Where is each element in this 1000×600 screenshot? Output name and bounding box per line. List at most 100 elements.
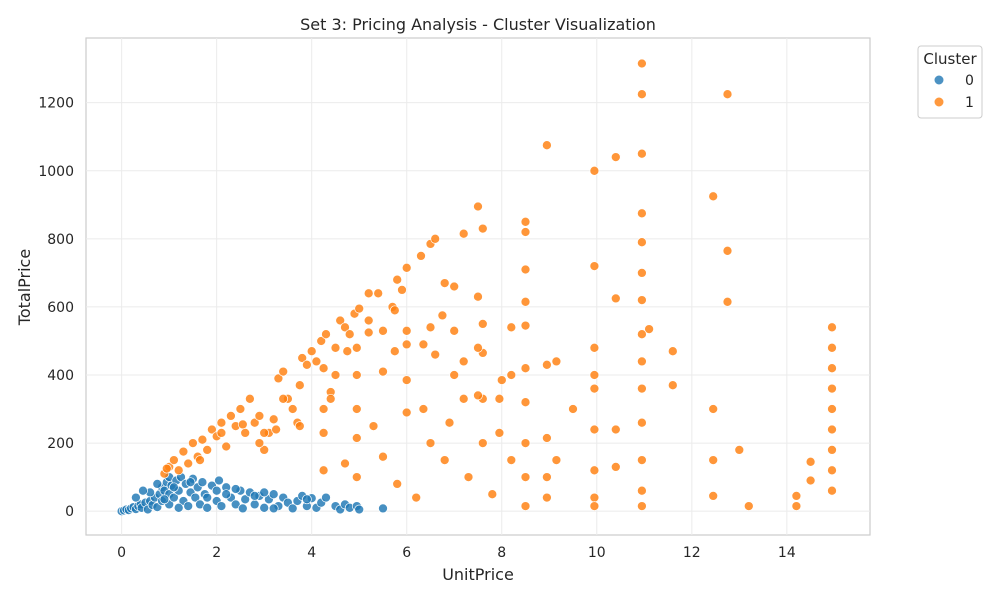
y-axis-ticks: 0 200 400 600 800 1000 1200: [38, 96, 74, 520]
data-point-cluster-0: [240, 494, 251, 505]
data-point-cluster-1: [340, 322, 350, 333]
data-point-cluster-1: [342, 346, 353, 357]
data-point-cluster-1: [667, 380, 678, 391]
data-point-cluster-0: [183, 501, 194, 511]
data-point-cluster-1: [278, 366, 289, 377]
data-point-cluster-0: [354, 504, 365, 515]
data-point-cluster-1: [278, 393, 289, 404]
data-point-cluster-1: [392, 479, 403, 489]
x-tick-label: 4: [307, 545, 316, 561]
data-point-cluster-1: [216, 417, 227, 428]
data-point-cluster-1: [207, 424, 217, 435]
data-point-cluster-1: [520, 216, 531, 227]
data-point-cluster-1: [378, 451, 388, 462]
data-point-cluster-1: [363, 315, 374, 326]
data-point-cluster-0: [159, 494, 170, 505]
data-point-cluster-0: [259, 502, 270, 513]
data-point-cluster-0: [259, 487, 270, 498]
data-point-cluster-1: [254, 411, 265, 421]
legend-marker-1: [933, 96, 945, 108]
y-tick-label: 400: [47, 368, 74, 384]
data-point-cluster-1: [294, 380, 305, 391]
y-axis-label: TotalPrice: [15, 249, 34, 326]
data-point-cluster-1: [805, 456, 816, 467]
data-point-cluster-1: [589, 261, 600, 271]
data-point-cluster-1: [318, 404, 329, 414]
data-point-cluster-1: [791, 501, 802, 511]
data-point-cluster-1: [610, 293, 621, 304]
legend: Cluster 0 1: [917, 45, 983, 119]
legend-marker-0: [933, 74, 945, 86]
data-point-cluster-1: [637, 268, 647, 278]
data-point-cluster-0: [131, 492, 141, 503]
data-point-cluster-1: [354, 303, 365, 314]
data-point-cluster-1: [302, 359, 312, 370]
data-point-cluster-1: [542, 359, 552, 370]
data-point-cluster-1: [722, 245, 733, 256]
data-point-cluster-1: [589, 492, 600, 503]
data-point-cluster-1: [397, 285, 407, 295]
data-point-cluster-1: [363, 327, 374, 338]
data-point-cluster-0: [211, 485, 222, 496]
data-point-cluster-1: [589, 465, 600, 476]
data-point-cluster-1: [494, 428, 505, 438]
data-point-cluster-1: [325, 393, 336, 404]
data-point-cluster-1: [411, 492, 422, 503]
data-point-cluster-1: [173, 465, 184, 476]
data-point-cluster-1: [568, 404, 578, 414]
data-point-cluster-1: [487, 489, 498, 500]
data-point-cluster-1: [520, 438, 531, 448]
data-point-cluster-1: [378, 325, 388, 336]
y-tick-label: 1200: [38, 96, 74, 112]
data-point-cluster-1: [589, 424, 600, 435]
data-point-cluster-1: [637, 295, 647, 305]
data-point-cluster-0: [321, 492, 331, 503]
data-point-cluster-1: [439, 455, 450, 465]
data-point-cluster-1: [169, 455, 179, 465]
data-point-cluster-1: [551, 356, 562, 367]
data-point-cluster-1: [418, 404, 429, 414]
data-point-cluster-1: [644, 324, 654, 334]
data-point-cluster-1: [610, 152, 621, 162]
data-point-cluster-1: [330, 342, 341, 353]
y-tick-label: 0: [65, 504, 74, 520]
data-point-cluster-1: [506, 322, 517, 333]
y-tick-label: 800: [47, 232, 74, 248]
data-point-cluster-1: [473, 291, 483, 302]
data-point-cluster-1: [389, 346, 400, 357]
data-point-cluster-1: [610, 462, 621, 472]
data-point-cluster-0: [202, 492, 213, 503]
data-point-cluster-1: [449, 325, 460, 336]
data-point-cluster-1: [318, 363, 329, 374]
data-point-cluster-1: [363, 288, 374, 299]
x-tick-label: 10: [588, 545, 606, 561]
data-point-cluster-1: [827, 342, 837, 353]
x-tick-label: 14: [778, 545, 796, 561]
legend-title: Cluster: [923, 50, 977, 68]
data-point-cluster-1: [351, 342, 362, 353]
data-point-cluster-1: [351, 404, 362, 414]
data-point-cluster-1: [458, 356, 469, 367]
data-point-cluster-1: [805, 475, 816, 486]
data-point-cluster-1: [637, 501, 647, 511]
data-point-cluster-1: [259, 428, 270, 438]
data-point-cluster-0: [302, 494, 312, 505]
data-point-cluster-1: [477, 438, 488, 448]
data-point-cluster-1: [202, 445, 213, 455]
data-point-cluster-1: [444, 417, 455, 428]
data-point-cluster-1: [458, 393, 469, 404]
data-point-cluster-1: [392, 274, 403, 285]
data-point-cluster-1: [188, 438, 198, 448]
data-points: [116, 58, 837, 517]
data-point-cluster-1: [637, 455, 647, 465]
data-point-cluster-1: [161, 463, 172, 474]
data-point-cluster-1: [418, 339, 429, 350]
data-point-cluster-1: [827, 424, 837, 435]
data-point-cluster-0: [138, 485, 148, 496]
data-point-cluster-1: [368, 421, 379, 431]
data-point-cluster-1: [297, 353, 308, 363]
data-point-cluster-1: [827, 363, 837, 374]
data-point-cluster-1: [827, 485, 837, 496]
data-point-cluster-1: [449, 370, 460, 380]
legend-label-0: 0: [965, 73, 974, 89]
